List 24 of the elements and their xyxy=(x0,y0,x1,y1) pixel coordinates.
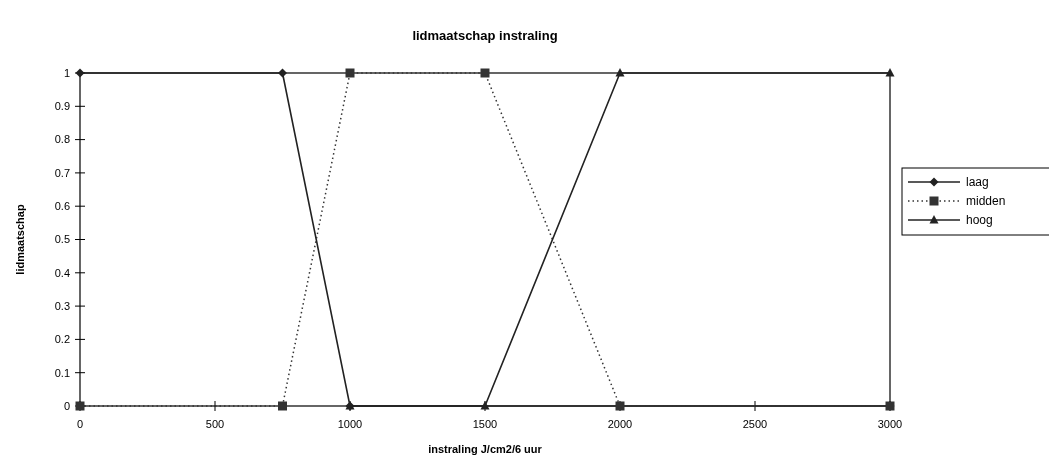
y-tick-label: 0.8 xyxy=(54,133,70,146)
x-tick-label: 1500 xyxy=(472,418,498,430)
y-tick-label: 0.1 xyxy=(54,366,70,379)
x-tick-label: 500 xyxy=(205,418,225,430)
legend-label: laag xyxy=(966,175,989,190)
legend-label: midden xyxy=(966,194,1006,209)
y-tick-label: 0.6 xyxy=(54,200,70,213)
y-tick-label: 0.3 xyxy=(54,299,70,312)
x-axis-title: instraling J/cm2/6 uur xyxy=(428,443,543,455)
y-tick-label: 1 xyxy=(63,66,70,79)
x-tick-label: 2500 xyxy=(742,418,768,430)
x-tick-label: 3000 xyxy=(877,418,903,430)
y-tick-label: 0 xyxy=(63,399,70,412)
x-tick-label: 0 xyxy=(76,418,84,430)
y-tick-label: 0.9 xyxy=(54,100,70,113)
y-tick-label: 0.7 xyxy=(54,166,70,179)
y-axis-title: lidmaatschap xyxy=(14,204,26,275)
y-tick-label: 0.4 xyxy=(54,266,70,279)
x-tick-label: 2000 xyxy=(607,418,633,430)
y-tick-label: 0.2 xyxy=(54,333,70,346)
legend-label: hoog xyxy=(966,213,993,228)
chart-title: lidmaatschap instraling xyxy=(412,28,558,43)
y-tick-label: 0.5 xyxy=(54,233,70,246)
x-tick-label: 1000 xyxy=(337,418,363,430)
